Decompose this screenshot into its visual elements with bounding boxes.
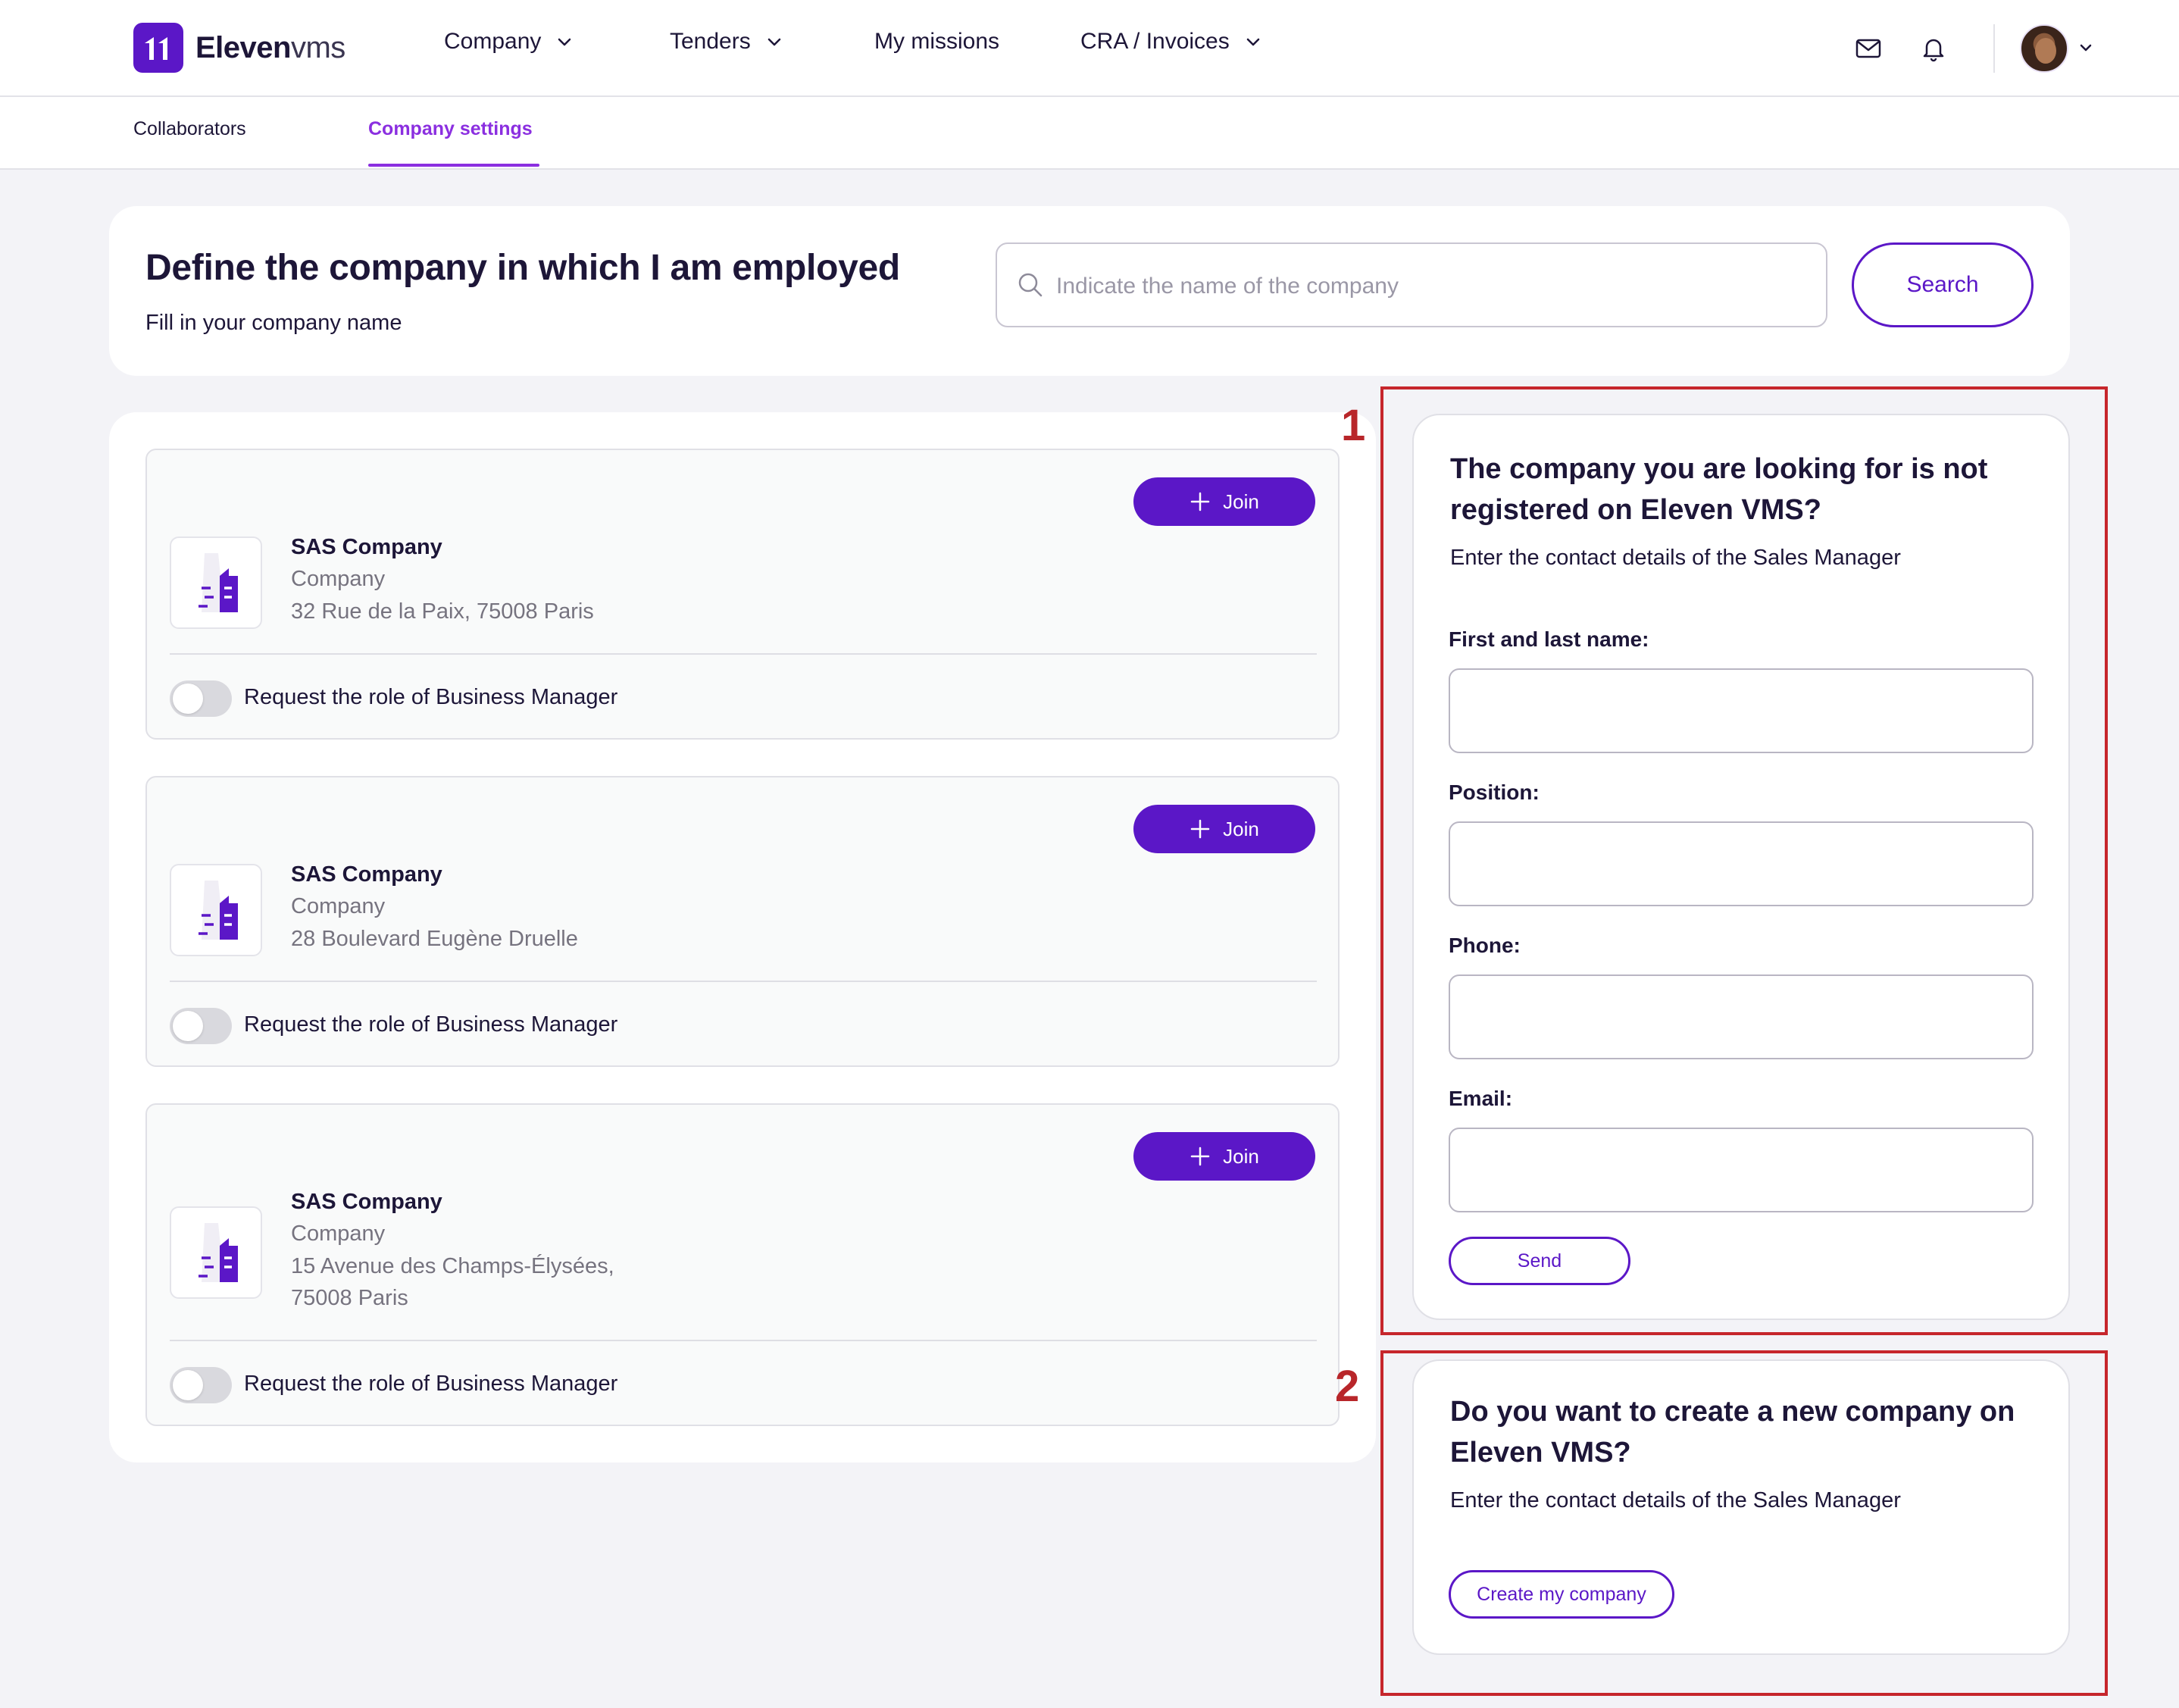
avatar[interactable] <box>2020 24 2068 73</box>
annotation-box-1 <box>1380 386 2108 1335</box>
nav-tenders-label: Tenders <box>670 29 751 54</box>
company-type: Company <box>291 894 386 918</box>
logo-wordmark: Elevenvms <box>195 30 345 64</box>
company-address-line: 28 Boulevard Eugène Druelle <box>291 927 578 951</box>
company-address-line: 75008 Paris <box>291 1286 408 1310</box>
create-my-company-button[interactable]: Create my company <box>1449 1570 1674 1619</box>
nav-my-missions[interactable]: My missions <box>874 29 999 55</box>
business-manager-toggle[interactable] <box>170 1367 232 1403</box>
join-button-label: Join <box>1223 490 1259 513</box>
company-address: 15 Avenue des Champs-Élysées, 75008 Pari… <box>291 1250 614 1314</box>
card-divider <box>170 1340 1317 1341</box>
search-icon <box>1018 273 1043 297</box>
company-address: 28 Boulevard Eugène Druelle <box>291 923 578 955</box>
company-building-icon <box>170 864 262 956</box>
card-divider <box>170 981 1317 982</box>
join-button[interactable]: Join <box>1133 477 1315 526</box>
chevron-down-icon <box>1246 38 1259 46</box>
join-button-label: Join <box>1223 1144 1259 1168</box>
join-button[interactable]: Join <box>1133 805 1315 853</box>
company-card: Join SAS Company Company 28 Boulevard Eu… <box>145 776 1340 1067</box>
company-name: SAS Company <box>291 535 442 559</box>
join-button-label: Join <box>1223 817 1259 840</box>
create-company-card: Do you want to create a new company on E… <box>1412 1359 2070 1655</box>
annotation-number-2: 2 <box>1335 1362 1360 1411</box>
nav-cra-invoices-label: CRA / Invoices <box>1080 29 1230 54</box>
mail-icon[interactable] <box>1853 33 1884 64</box>
top-navigation-bar: Elevenvms Company Tenders My missions CR… <box>0 0 2179 97</box>
company-name: SAS Company <box>291 862 442 887</box>
full-name-label: First and last name: <box>1449 627 1649 651</box>
business-manager-toggle[interactable] <box>170 680 232 717</box>
position-label: Position: <box>1449 780 1540 804</box>
email-field[interactable] <box>1449 1128 2034 1212</box>
nav-company[interactable]: Company <box>444 29 571 55</box>
card-divider <box>170 653 1317 655</box>
position-field[interactable] <box>1449 821 2034 906</box>
plus-icon <box>1190 492 1210 511</box>
company-building-icon <box>170 1206 262 1299</box>
business-manager-toggle-label: Request the role of Business Manager <box>244 1372 618 1396</box>
business-manager-toggle-label: Request the role of Business Manager <box>244 1012 618 1037</box>
business-manager-toggle-label: Request the role of Business Manager <box>244 685 618 709</box>
create-company-subtitle: Enter the contact details of the Sales M… <box>1450 1488 1901 1512</box>
chevron-down-icon[interactable] <box>2079 42 2093 53</box>
create-company-title: Do you want to create a new company on E… <box>1450 1396 2015 1469</box>
tab-company-settings[interactable]: Company settings <box>368 118 533 139</box>
search-button[interactable]: Search <box>1852 242 2034 327</box>
sub-navigation: Collaborators Company settings <box>0 97 2179 170</box>
plus-icon <box>1190 1146 1210 1166</box>
company-address: 32 Rue de la Paix, 75008 Paris <box>291 596 594 627</box>
company-search-field[interactable] <box>996 242 1827 327</box>
bell-icon[interactable] <box>1918 33 1949 64</box>
company-type: Company <box>291 1222 386 1246</box>
company-type: Company <box>291 567 386 591</box>
eleven-vms-logo[interactable]: Elevenvms <box>133 23 345 73</box>
plus-icon <box>1190 819 1210 839</box>
full-name-field[interactable] <box>1449 668 2034 753</box>
email-label: Email: <box>1449 1087 1513 1110</box>
company-card: Join SAS Company Company 15 Avenue des C… <box>145 1103 1340 1426</box>
not-registered-title: The company you are looking for is not r… <box>1450 453 1988 526</box>
nav-company-label: Company <box>444 29 542 54</box>
company-card: Join SAS Company Company 32 Rue de la Pa… <box>145 449 1340 740</box>
page-subtitle: Fill in your company name <box>145 311 402 335</box>
annotation-box-2 <box>1380 1350 2108 1696</box>
join-button[interactable]: Join <box>1133 1132 1315 1181</box>
nav-cra-invoices[interactable]: CRA / Invoices <box>1080 29 1260 55</box>
company-building-icon <box>170 536 262 629</box>
nav-my-missions-label: My missions <box>874 29 1000 54</box>
company-address-line: 32 Rue de la Paix, 75008 Paris <box>291 599 594 624</box>
page-title: Define the company in which I am employe… <box>145 248 900 288</box>
tab-collaborators[interactable]: Collaborators <box>133 118 246 139</box>
not-registered-subtitle: Enter the contact details of the Sales M… <box>1450 546 1901 570</box>
nav-tenders[interactable]: Tenders <box>670 29 781 55</box>
business-manager-toggle[interactable] <box>170 1008 232 1044</box>
active-tab-indicator <box>368 164 539 167</box>
send-button[interactable]: Send <box>1449 1237 1630 1285</box>
phone-label: Phone: <box>1449 934 1521 957</box>
company-address-line: 15 Avenue des Champs-Élysées, <box>291 1254 614 1278</box>
chevron-down-icon <box>767 38 780 46</box>
chevron-down-icon <box>558 38 571 46</box>
header-divider <box>1993 24 1995 73</box>
company-name: SAS Company <box>291 1190 442 1214</box>
phone-field[interactable] <box>1449 974 2034 1059</box>
company-search-input[interactable] <box>1056 262 1799 311</box>
annotation-number-1: 1 <box>1341 401 1366 450</box>
logo-icon <box>133 23 183 73</box>
